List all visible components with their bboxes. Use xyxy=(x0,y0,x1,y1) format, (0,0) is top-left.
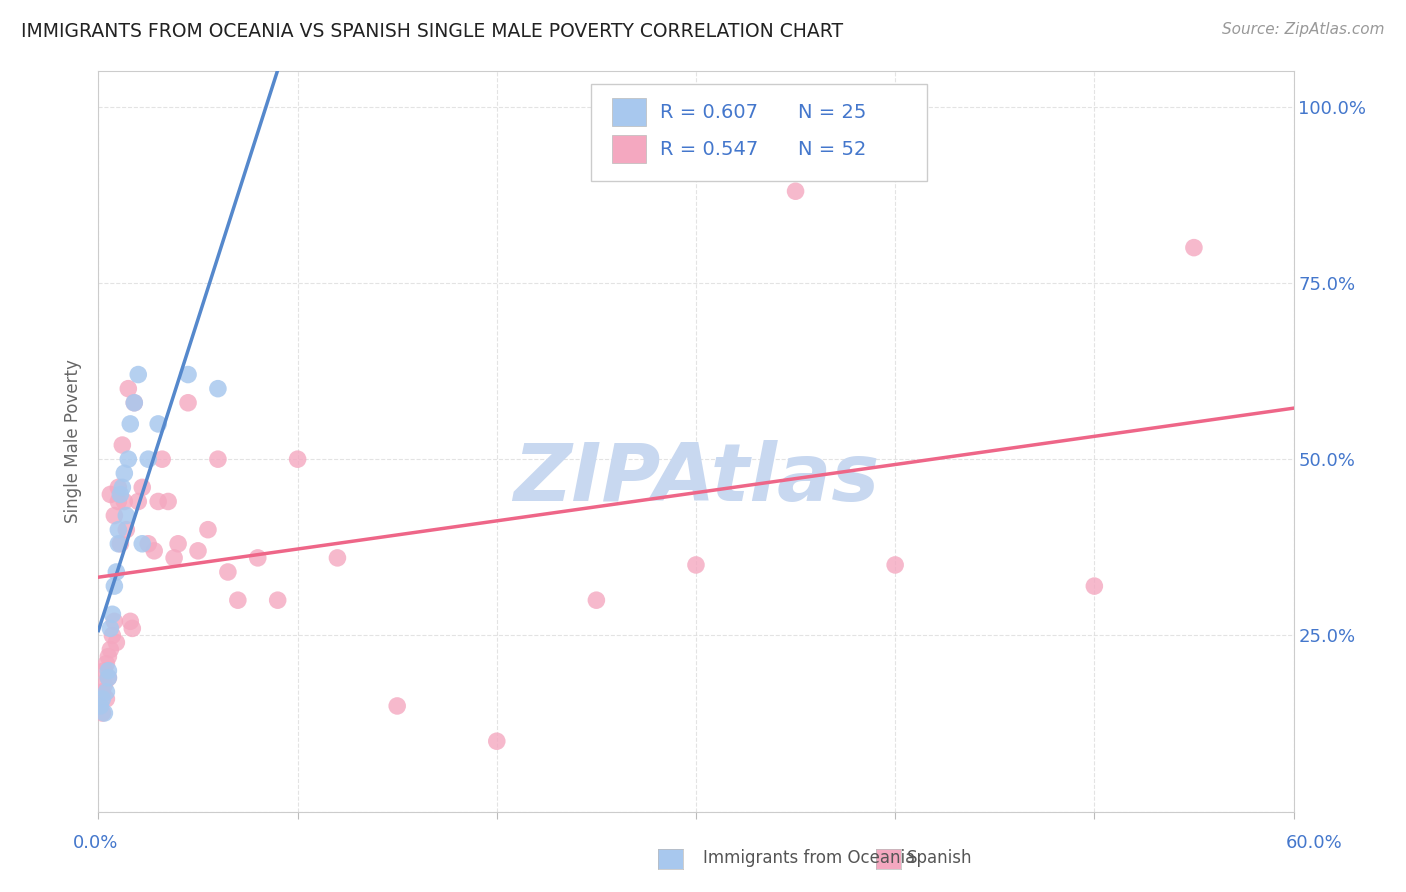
Point xyxy=(103,615,125,629)
Point xyxy=(97,671,120,685)
Point xyxy=(93,664,115,678)
Point xyxy=(127,368,149,382)
Point xyxy=(101,607,124,622)
Point xyxy=(89,698,111,713)
Point xyxy=(136,537,159,551)
Point xyxy=(187,544,209,558)
Point xyxy=(127,494,149,508)
Point xyxy=(98,487,122,501)
Point xyxy=(1182,241,1205,255)
Point xyxy=(111,438,134,452)
Bar xyxy=(613,135,645,163)
Point xyxy=(97,664,120,678)
Point xyxy=(115,523,138,537)
Point xyxy=(163,550,186,565)
Point xyxy=(117,452,139,467)
Point xyxy=(110,537,132,551)
Point xyxy=(111,480,134,494)
Text: R = 0.547: R = 0.547 xyxy=(661,139,758,159)
Point xyxy=(150,452,173,467)
Point xyxy=(107,480,129,494)
Point xyxy=(287,452,309,467)
Point xyxy=(91,685,114,699)
Point xyxy=(217,565,239,579)
Point xyxy=(120,615,142,629)
Point xyxy=(485,734,508,748)
Point xyxy=(120,417,142,431)
Point xyxy=(96,685,118,699)
Point xyxy=(107,494,129,508)
Text: Spanish: Spanish xyxy=(907,849,973,867)
Point xyxy=(685,558,707,572)
Point xyxy=(101,628,124,642)
Point xyxy=(91,692,114,706)
Point xyxy=(124,396,146,410)
Point xyxy=(157,494,180,508)
Point xyxy=(93,678,115,692)
Text: Immigrants from Oceania: Immigrants from Oceania xyxy=(703,849,915,867)
Bar xyxy=(613,98,645,126)
Text: 0.0%: 0.0% xyxy=(73,834,118,852)
Point xyxy=(107,537,129,551)
Point xyxy=(1083,579,1105,593)
Point xyxy=(112,494,135,508)
Point xyxy=(96,657,118,671)
Point xyxy=(93,706,115,720)
Y-axis label: Single Male Poverty: Single Male Poverty xyxy=(65,359,83,524)
Point xyxy=(131,480,153,494)
Point xyxy=(98,621,122,635)
Text: Source: ZipAtlas.com: Source: ZipAtlas.com xyxy=(1222,22,1385,37)
Point xyxy=(91,706,114,720)
Point xyxy=(103,508,125,523)
Text: N = 52: N = 52 xyxy=(797,139,866,159)
Point xyxy=(110,487,132,501)
Point xyxy=(112,467,135,481)
Point xyxy=(197,523,219,537)
Point xyxy=(103,579,125,593)
Point xyxy=(115,508,138,523)
Text: IMMIGRANTS FROM OCEANIA VS SPANISH SINGLE MALE POVERTY CORRELATION CHART: IMMIGRANTS FROM OCEANIA VS SPANISH SINGL… xyxy=(21,22,844,41)
Point xyxy=(326,550,349,565)
Point xyxy=(785,184,807,198)
Point xyxy=(148,417,170,431)
Point xyxy=(207,382,229,396)
Point xyxy=(97,649,120,664)
Point xyxy=(207,452,229,467)
Point xyxy=(585,593,607,607)
Point xyxy=(267,593,290,607)
Point xyxy=(177,368,200,382)
Point xyxy=(177,396,200,410)
Point xyxy=(226,593,249,607)
Point xyxy=(148,494,170,508)
Point xyxy=(385,698,409,713)
FancyBboxPatch shape xyxy=(591,84,927,181)
Point xyxy=(89,698,111,713)
Point xyxy=(136,452,159,467)
Point xyxy=(167,537,190,551)
Point xyxy=(105,635,128,649)
Point xyxy=(246,550,269,565)
Point xyxy=(121,621,143,635)
Text: ZIPAtlas: ZIPAtlas xyxy=(513,440,879,517)
Point xyxy=(117,382,139,396)
Point xyxy=(98,642,122,657)
Point xyxy=(105,565,128,579)
Point xyxy=(143,544,166,558)
Text: 60.0%: 60.0% xyxy=(1286,834,1343,852)
Point xyxy=(97,671,120,685)
Point xyxy=(131,537,153,551)
Text: N = 25: N = 25 xyxy=(797,103,866,121)
Point xyxy=(96,692,118,706)
Point xyxy=(107,523,129,537)
Text: R = 0.607: R = 0.607 xyxy=(661,103,758,121)
Point xyxy=(124,396,146,410)
Point xyxy=(884,558,907,572)
